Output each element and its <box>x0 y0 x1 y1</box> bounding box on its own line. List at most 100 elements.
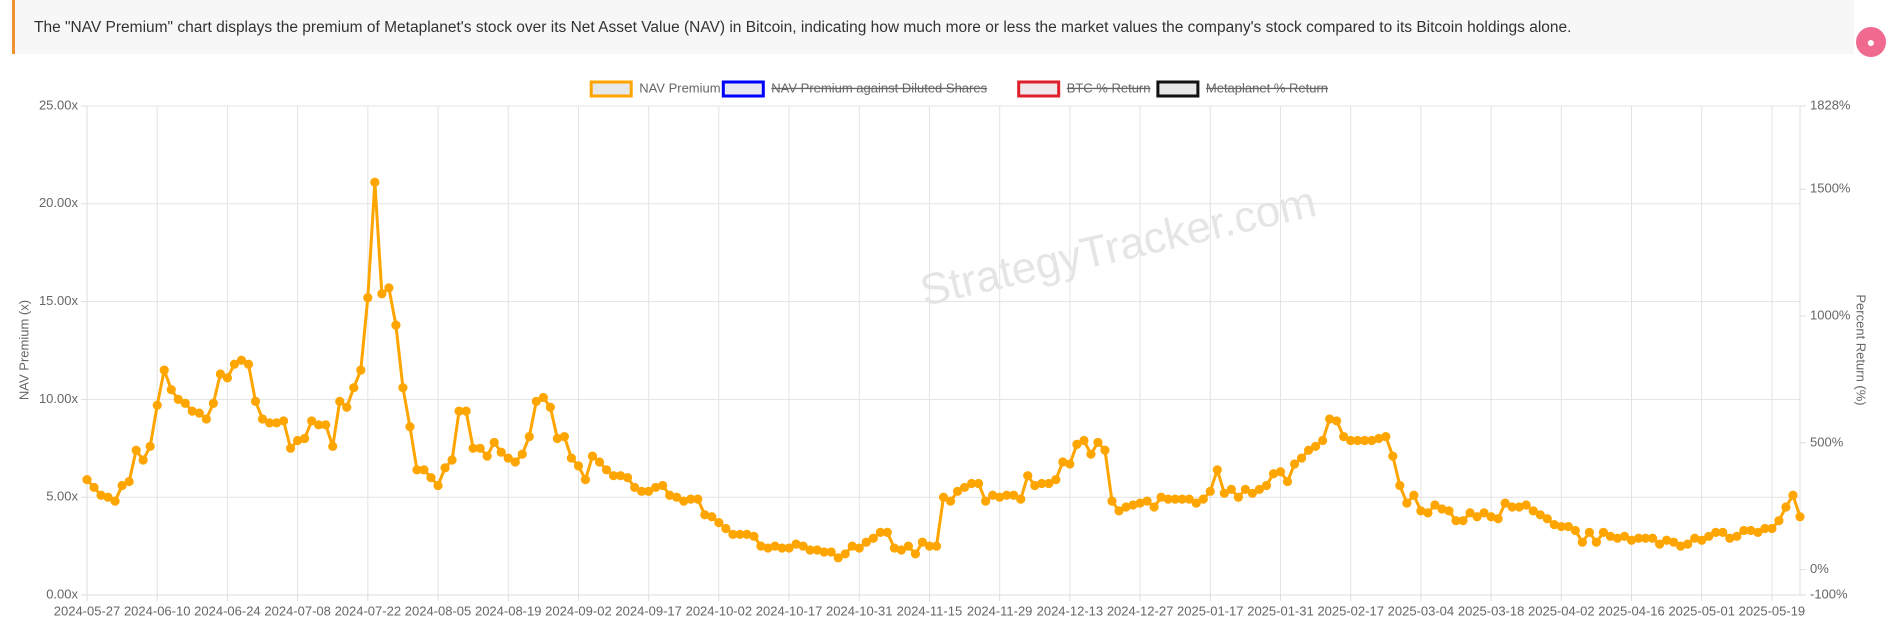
data-point <box>1690 533 1700 543</box>
x-tick-label: 2025-05-19 <box>1739 603 1806 618</box>
data-point <box>250 396 261 406</box>
data-point <box>1339 431 1349 442</box>
data-point <box>342 402 352 412</box>
data-point <box>215 369 225 379</box>
data-point <box>201 414 211 424</box>
data-point <box>1486 512 1496 522</box>
y-tick-label: 0.00x <box>46 586 78 601</box>
data-point <box>173 394 183 404</box>
data-point <box>159 365 169 375</box>
data-point <box>461 406 471 416</box>
x-tick-label: 2024-05-27 <box>54 603 121 618</box>
x-tick-label: 2024-12-27 <box>1107 603 1174 618</box>
data-point <box>1760 523 1770 534</box>
data-point <box>1619 531 1630 541</box>
data-point <box>608 471 619 481</box>
data-point <box>903 541 913 551</box>
x-tick-label: 2024-09-02 <box>545 603 612 618</box>
data-point <box>1542 514 1552 524</box>
data-point <box>1528 506 1538 516</box>
data-point <box>166 385 176 395</box>
data-point <box>995 492 1005 502</box>
data-point <box>1177 494 1187 504</box>
y-axis-title: NAV Premium (x) <box>16 300 31 400</box>
data-point <box>573 461 584 471</box>
data-point <box>686 494 696 504</box>
legend-item[interactable]: NAV Premium <box>589 80 721 98</box>
data-point <box>468 443 478 453</box>
data-point <box>988 490 998 500</box>
data-point <box>335 396 345 406</box>
data-point <box>1261 480 1272 491</box>
data-point <box>1065 459 1075 469</box>
data-point <box>1563 521 1573 532</box>
data-point <box>229 359 240 369</box>
data-point <box>1353 435 1363 446</box>
data-point <box>482 451 492 461</box>
data-point <box>566 453 577 463</box>
data-point <box>194 408 204 418</box>
data-point <box>1507 502 1517 512</box>
data-point <box>1156 492 1166 502</box>
data-point <box>1521 500 1531 510</box>
data-point <box>1683 539 1693 549</box>
data-point <box>1318 435 1328 446</box>
data-point <box>412 465 422 475</box>
data-point <box>1746 525 1756 536</box>
legend-label: BTC % Return <box>1067 80 1151 95</box>
data-point <box>1247 488 1258 498</box>
legend-label: Metaplanet % Return <box>1206 80 1328 95</box>
data-point <box>187 406 197 416</box>
data-point <box>924 541 935 551</box>
data-point <box>257 414 268 424</box>
translate-button[interactable]: ● <box>1856 27 1886 57</box>
data-point <box>1037 478 1047 489</box>
data-point <box>833 553 843 563</box>
data-point <box>847 541 857 551</box>
data-point <box>742 529 752 539</box>
data-point <box>1149 502 1159 512</box>
data-point <box>96 490 106 500</box>
legend-item[interactable]: Metaplanet % Return <box>1156 80 1328 98</box>
data-point <box>314 420 324 430</box>
data-point <box>1711 527 1721 538</box>
data-point <box>1163 494 1173 504</box>
legend-label: NAV Premium against Diluted Shares <box>771 80 987 95</box>
data-point <box>1718 527 1728 538</box>
y2-tick-label: -100% <box>1810 586 1848 601</box>
data-point <box>1282 476 1293 487</box>
data-point <box>300 433 310 444</box>
data-point <box>82 474 92 485</box>
data-point <box>1767 523 1777 534</box>
data-point <box>545 402 555 412</box>
data-point <box>721 523 731 534</box>
data-point <box>1100 445 1110 455</box>
data-point <box>805 545 815 555</box>
data-point <box>875 527 885 538</box>
data-point <box>1184 494 1194 504</box>
data-point <box>1275 467 1286 477</box>
data-point <box>1556 521 1566 532</box>
data-point <box>917 537 928 547</box>
description-banner: The "NAV Premium" chart displays the pre… <box>12 0 1854 54</box>
data-point <box>503 453 513 463</box>
data-point <box>665 490 675 500</box>
data-point <box>1430 500 1440 510</box>
data-point <box>1584 527 1594 538</box>
data-point <box>1360 435 1370 446</box>
data-point <box>840 549 850 559</box>
data-point <box>349 383 359 393</box>
data-point <box>966 478 977 489</box>
x-tick-label: 2025-02-17 <box>1317 603 1384 618</box>
data-point <box>271 418 282 428</box>
legend-item[interactable]: BTC % Return <box>1017 80 1151 98</box>
data-point <box>222 373 233 383</box>
legend-item[interactable]: NAV Premium against Diluted Shares <box>721 80 988 98</box>
data-point <box>1107 496 1117 506</box>
data-point <box>1346 435 1356 446</box>
data-point <box>756 541 766 551</box>
data-point <box>672 492 682 502</box>
x-tick-label: 2024-08-05 <box>405 603 472 618</box>
data-point <box>1233 492 1243 502</box>
